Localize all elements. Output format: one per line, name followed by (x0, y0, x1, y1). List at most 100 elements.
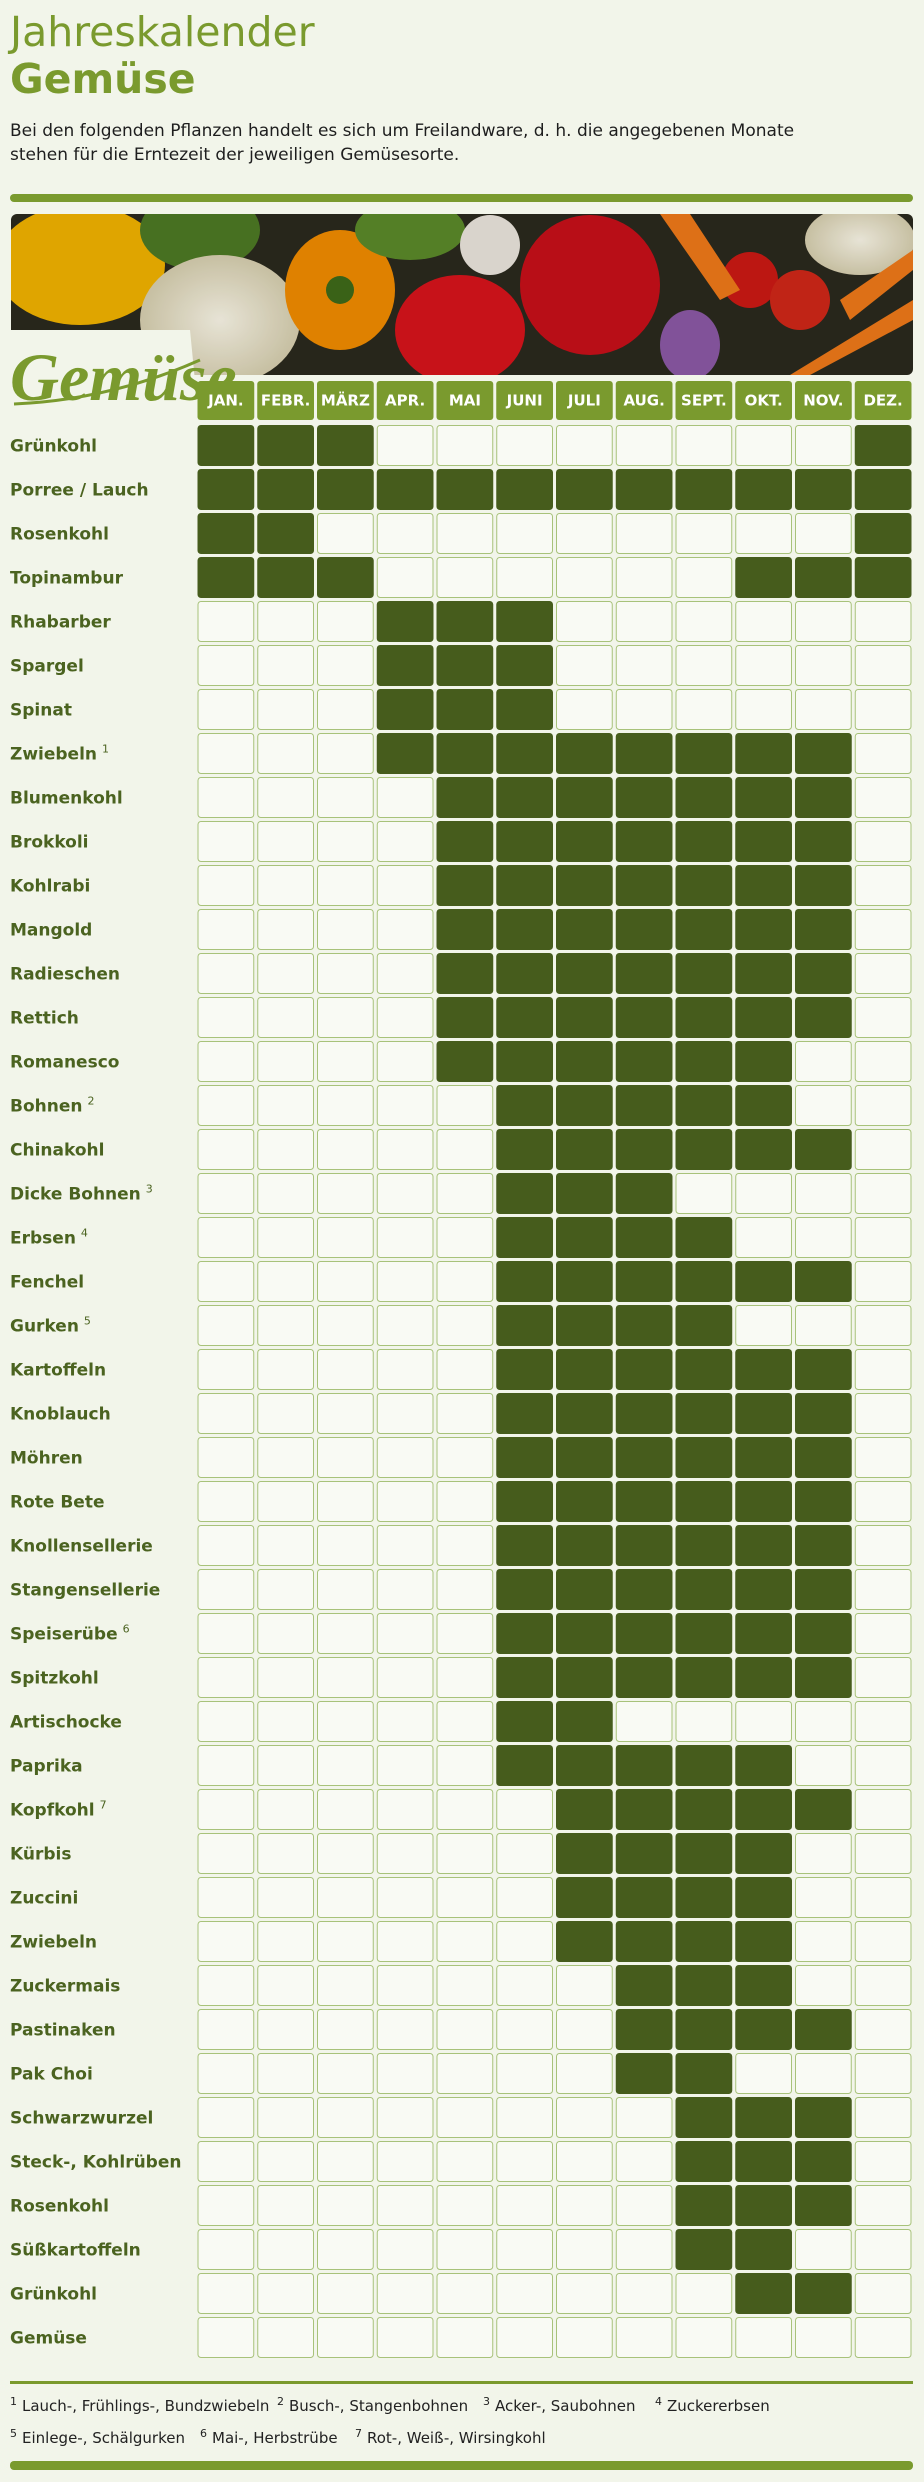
harvest-cell (496, 1613, 553, 1654)
row-label: Rhabarber (10, 613, 111, 633)
empty-cell (436, 1305, 494, 1346)
empty-cell (376, 1261, 434, 1302)
row-label: Stangensellerie (10, 1581, 160, 1601)
empty-cell (436, 1437, 494, 1478)
harvest-cell (615, 1877, 673, 1918)
harvest-cell (615, 1129, 673, 1170)
empty-cell (436, 2185, 494, 2226)
vegetable-name: Grünkohl (10, 2285, 97, 2305)
harvest-cell (556, 1789, 613, 1830)
empty-cell (436, 1965, 494, 2006)
footnote: 6 Mai-, Herbstrübe (200, 2427, 338, 2447)
vegetable-name: Süßkartoffeln (10, 2241, 141, 2261)
vegetable-name: Grünkohl (10, 437, 97, 457)
empty-cell (556, 2273, 613, 2314)
harvest-cell (436, 601, 494, 642)
empty-cell (197, 1481, 255, 1522)
harvest-cell (376, 601, 434, 642)
empty-cell (197, 997, 255, 1038)
harvest-cell (675, 1349, 733, 1390)
vegetable-name: Pak Choi (10, 2065, 93, 2085)
empty-cell (615, 2273, 673, 2314)
footnote-text: Acker-, Saubohnen (495, 2397, 635, 2415)
empty-cell (317, 1613, 374, 1654)
footnote: 7 Rot-, Weiß-, Wirsingkohl (355, 2427, 546, 2447)
empty-cell (257, 645, 314, 686)
harvest-cell (735, 2009, 792, 2050)
vegetable-name: Fenchel (10, 1273, 84, 1293)
harvest-cell (496, 1525, 553, 1566)
footnote-number: 6 (200, 2427, 207, 2440)
empty-cell (376, 2009, 434, 2050)
harvest-cell (197, 557, 255, 598)
empty-cell (257, 909, 314, 950)
empty-cell (854, 821, 912, 862)
row-label: Steck-, Kohlrüben (10, 2153, 182, 2173)
empty-cell (197, 1613, 255, 1654)
empty-cell (496, 513, 553, 554)
harvest-cell (795, 2009, 852, 2050)
harvest-cell (496, 1349, 553, 1390)
vegetable-name: Radieschen (10, 965, 120, 985)
empty-cell (556, 689, 613, 730)
empty-cell (376, 1745, 434, 1786)
harvest-cell (735, 1965, 792, 2006)
empty-cell (615, 645, 673, 686)
empty-cell (197, 777, 255, 818)
harvest-cell (795, 1437, 852, 1478)
harvest-cell (556, 997, 613, 1038)
harvest-cell (854, 557, 912, 598)
empty-cell (257, 2317, 314, 2358)
harvest-cell (436, 733, 494, 774)
harvest-cell (556, 1129, 613, 1170)
empty-cell (436, 1877, 494, 1918)
empty-cell (197, 1525, 255, 1566)
harvest-cell (556, 1393, 613, 1434)
harvest-cell (615, 2053, 673, 2094)
harvest-cell (496, 1701, 553, 1742)
empty-cell (376, 1437, 434, 1478)
harvest-cell (556, 1569, 613, 1610)
empty-cell (735, 2053, 792, 2094)
empty-cell (854, 2009, 912, 2050)
empty-cell (317, 1921, 374, 1962)
harvest-cell (436, 645, 494, 686)
vegetable-name: Chinakohl (10, 1141, 104, 1161)
row-label: Dicke Bohnen 3 (10, 1183, 153, 1205)
harvest-cell (675, 1305, 733, 1346)
harvest-cell (675, 1613, 733, 1654)
empty-cell (317, 1877, 374, 1918)
empty-cell (675, 2317, 733, 2358)
harvest-cell (436, 821, 494, 862)
footnote: 1 Lauch-, Frühlings-, Bundzwiebeln (10, 2395, 269, 2415)
month-header (854, 381, 912, 420)
empty-cell (854, 1393, 912, 1434)
empty-cell (795, 1173, 852, 1214)
empty-cell (317, 2273, 374, 2314)
row-label: Speiserübe 6 (10, 1623, 130, 1645)
vegetable-name: Paprika (10, 1757, 83, 1777)
vegetable-name: Gemüse (10, 2329, 87, 2349)
empty-cell (197, 1569, 255, 1610)
empty-cell (854, 2185, 912, 2226)
harvest-cell (675, 1393, 733, 1434)
empty-cell (436, 425, 494, 466)
row-label: Gemüse (10, 2329, 87, 2349)
harvest-cell (735, 1349, 792, 1390)
empty-cell (317, 2141, 374, 2182)
harvest-cell (675, 1569, 733, 1610)
vegetable-name: Topinambur (10, 569, 124, 589)
empty-cell (854, 865, 912, 906)
empty-cell (376, 1833, 434, 1874)
empty-cell (197, 1217, 255, 1258)
harvest-cell (556, 469, 613, 510)
empty-cell (257, 953, 314, 994)
harvest-cell (675, 1041, 733, 1082)
empty-cell (615, 2185, 673, 2226)
harvest-cell (317, 557, 374, 598)
empty-cell (436, 1833, 494, 1874)
harvest-cell (615, 733, 673, 774)
empty-cell (854, 1525, 912, 1566)
empty-cell (317, 1569, 374, 1610)
empty-cell (854, 1701, 912, 1742)
